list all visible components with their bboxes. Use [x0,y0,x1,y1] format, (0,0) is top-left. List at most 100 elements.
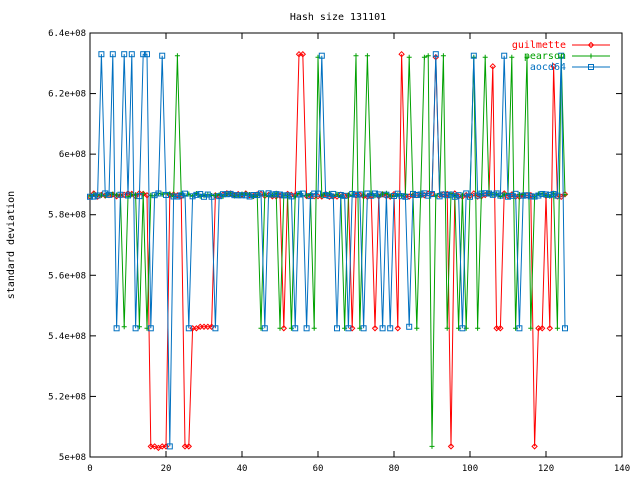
legend-label: pearson [524,51,566,62]
x-tick-label: 20 [161,464,172,474]
x-tick-label: 120 [538,464,554,474]
data-point [132,325,139,332]
data-point [273,191,280,198]
data-point [497,192,504,199]
data-point [531,193,538,200]
data-point [489,191,496,198]
data-point [414,325,420,331]
data-point [98,51,105,58]
data-point [436,193,443,200]
data-point [387,325,394,332]
data-point [147,325,154,332]
data-point [360,325,367,332]
x-tick-label: 40 [237,464,248,474]
data-point [322,192,329,199]
data-point [413,192,420,199]
data-point [520,192,527,199]
data-point [501,52,508,59]
plot-frame [89,32,623,458]
data-point [353,191,359,198]
data-point [163,191,169,198]
data-point [227,190,234,197]
data-point [402,193,409,200]
data-point [356,191,363,198]
data-point [128,51,135,58]
series-guilmette [86,50,569,452]
data-point [524,192,530,199]
data-point [546,325,554,332]
data-point [94,192,101,199]
data-point [398,193,405,200]
data-point [185,443,193,450]
data-point [440,191,447,198]
data-point [121,324,127,330]
data-point [246,193,253,200]
y-tick-label: 6.2e+08 [48,90,86,100]
data-point [425,192,432,199]
data-point [315,190,321,197]
data-point [277,191,283,198]
y-tick-label: 5.8e+08 [48,211,86,221]
data-point [136,193,143,200]
data-point [311,325,317,331]
data-point [447,443,455,450]
data-point [220,191,226,198]
legend-label: aocd64 [530,62,566,73]
x-tick-label: 0 [87,464,92,474]
x-tick-label: 80 [389,464,400,474]
data-point [113,325,120,332]
data-point [102,190,109,197]
data-point [174,53,180,59]
data-point [497,325,504,332]
data-point [349,190,356,197]
data-point [527,193,534,200]
data-point [554,325,560,331]
data-point [182,190,188,197]
data-point [109,51,116,58]
data-point [440,53,446,59]
legend-marker [588,53,594,59]
data-point [151,443,158,450]
data-point [242,192,249,199]
data-point [364,53,370,59]
y-tick-label: 6.4e+08 [48,29,86,39]
data-point [383,191,390,198]
data-point [121,51,128,58]
y-tick-label: 5.6e+08 [48,271,86,281]
chart-title: Hash size 131101 [290,12,386,23]
data-point [394,325,402,332]
y-tick-label: 5e+08 [59,453,86,463]
data-point [193,191,200,198]
data-point [261,325,268,332]
series-line [89,53,566,447]
data-point [372,190,378,197]
series-layer [86,50,569,452]
data-point [288,193,295,200]
data-point [269,191,276,198]
data-point [425,53,431,59]
data-point [326,192,333,199]
data-point [562,325,568,332]
data-point [467,193,473,200]
y-axis-label: standard deviation [6,191,17,299]
data-point [353,53,359,59]
data-point [334,325,340,332]
data-point [512,190,519,197]
data-point [482,54,488,60]
data-point [444,192,451,199]
x-axis: 0 20 40 60 80 100 120 140 [87,33,630,474]
data-point [254,192,261,199]
data-point [258,190,264,197]
data-point [318,52,325,59]
data-point [106,191,112,198]
data-point [117,191,124,198]
data-point [451,193,458,200]
data-point [543,191,549,198]
data-point [489,63,497,70]
data-point [140,51,147,58]
data-point [432,51,439,58]
legend-marker [587,41,595,49]
data-point [208,193,215,200]
data-point [170,193,177,200]
